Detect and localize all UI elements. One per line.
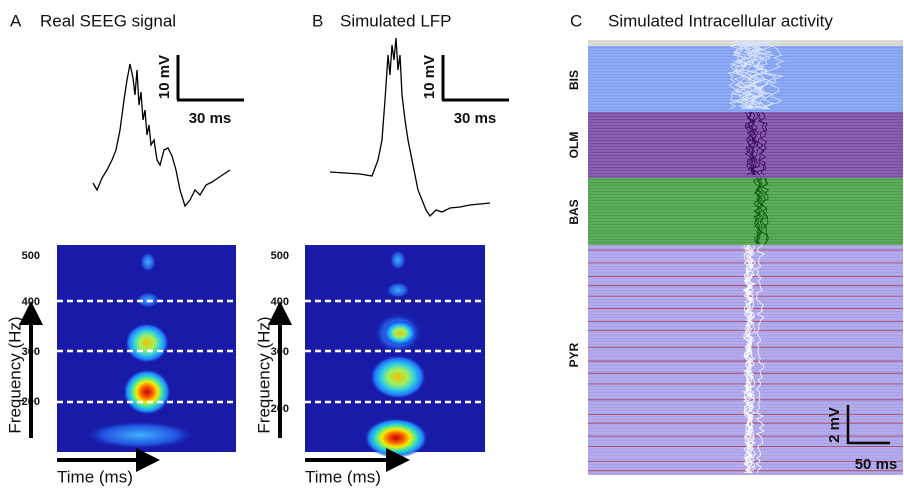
axis-label: Time (ms): [305, 467, 381, 486]
trace: [727, 39, 750, 110]
trace: [760, 177, 769, 245]
y-tick-label: 400: [271, 296, 289, 308]
scale-time: 50 ms: [855, 456, 898, 473]
population-label: BAS: [567, 199, 581, 224]
population-label: OLM: [567, 132, 581, 159]
trace: [755, 111, 767, 176]
panel-letter: B: [312, 11, 323, 30]
panel-letter: A: [10, 11, 22, 30]
trace: [743, 244, 754, 474]
trace: [751, 111, 760, 176]
scale-time: 30 ms: [189, 110, 232, 127]
spectrogram: [57, 245, 236, 452]
trace: [744, 111, 757, 176]
trace: [755, 244, 765, 474]
trace: [730, 39, 752, 110]
scale-time: 30 ms: [454, 110, 497, 127]
axis-label: Frequency (Hz): [5, 316, 24, 433]
population-label: PYR: [567, 342, 581, 367]
panel-title: Real SEEG signal: [40, 11, 176, 30]
lfp-trace: [329, 37, 491, 218]
trace: [750, 39, 772, 110]
scale-amplitude: 10 mV: [156, 55, 173, 99]
trace: [761, 177, 770, 245]
spectrogram: [305, 245, 485, 458]
trace: [754, 177, 762, 245]
y-tick-label: 500: [22, 250, 40, 262]
seeg-trace: [92, 63, 231, 208]
intracellular-traces: [588, 39, 903, 475]
panel-title: Simulated Intracellular activity: [608, 11, 833, 30]
population-label: BIS: [567, 70, 581, 90]
y-tick-label: 400: [22, 296, 40, 308]
scale-amplitude: 2 mV: [826, 407, 843, 443]
panel-title: Simulated LFP: [340, 11, 452, 30]
trace: [742, 39, 764, 110]
trace: [754, 177, 763, 245]
panel-letter: C: [570, 11, 582, 30]
scale-amplitude: 10 mV: [421, 55, 438, 99]
trace: [761, 39, 785, 110]
axis-label: Time (ms): [57, 467, 133, 486]
trace: [744, 244, 756, 474]
trace: [733, 39, 757, 110]
trace: [754, 39, 777, 110]
trace: [752, 39, 774, 110]
y-tick-label: 500: [271, 250, 289, 262]
axis-label: Frequency (Hz): [254, 316, 273, 433]
